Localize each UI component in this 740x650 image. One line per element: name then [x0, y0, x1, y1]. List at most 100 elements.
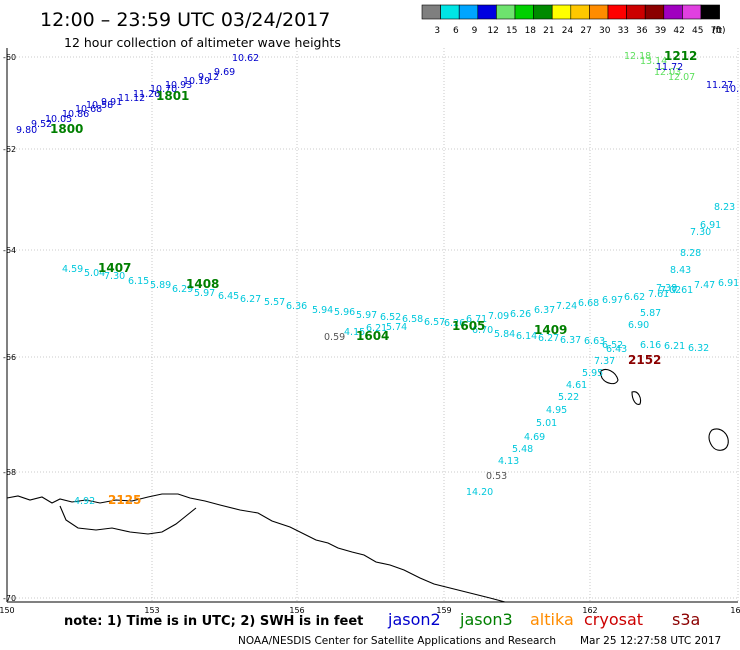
wave-height-value: 6.52 [380, 312, 401, 323]
wave-height-value: 5.94 [312, 305, 333, 316]
wave-height-value: 5.97 [194, 288, 215, 299]
lat-label: -60 [3, 53, 16, 62]
wave-height-value: 5.87 [640, 308, 661, 319]
scale-tick-label: 33 [618, 26, 629, 36]
track-jason2-1800: 9.809.5210.0510.8610.6810.589.9111.1211.… [16, 53, 259, 136]
lat-label: -70 [3, 594, 16, 603]
wave-height-value: 4.59 [62, 264, 83, 275]
scale-tick-label: 21 [543, 26, 554, 36]
wave-height-value: 10.70 [150, 84, 177, 95]
wave-height-value: 7.02 [660, 285, 681, 296]
scale-tick-label: 42 [673, 26, 684, 36]
scale-tick-label: 6 [453, 26, 459, 36]
pass-time-label: 1409 [534, 323, 567, 337]
scale-swatch [644, 4, 665, 20]
scale-swatch [477, 4, 497, 20]
wave-height-value: 6.29 [172, 284, 193, 295]
scale-swatch [458, 4, 479, 20]
scale-swatch [682, 4, 702, 20]
wave-height-value: 6.26 [510, 309, 531, 320]
wave-height-value: 11.72 [656, 62, 683, 73]
wave-height-value: 6.15 [128, 276, 149, 287]
pass-time-label: 1212 [664, 49, 697, 63]
wave-height-value: 6.90 [628, 320, 649, 331]
scale-swatch [440, 4, 460, 20]
lat-label: -64 [3, 246, 16, 255]
lon-label: 156 [289, 606, 304, 615]
wave-height-value: 10.93 [165, 80, 192, 91]
wave-height-value: 6.21 [664, 341, 685, 352]
map-title: 12:00 – 23:59 UTC 03/24/2017 [40, 9, 330, 31]
pass-time-label: 1801 [156, 89, 189, 103]
wave-height-value: 6.63 [584, 336, 605, 347]
wave-height-value: 10.86 [62, 109, 89, 120]
wave-height-value: 6.27 [240, 294, 261, 305]
wave-height-value: 6.71 [466, 314, 487, 325]
lat-label: -62 [3, 145, 16, 154]
scale-swatch [514, 4, 534, 20]
wave-height-value: 6.14 [516, 331, 537, 342]
legend-altika: altika [530, 610, 574, 629]
legend-s3a: s3a [672, 610, 700, 629]
wave-height-value: 6.43 [606, 344, 627, 355]
wave-height-value: 10.? [724, 84, 740, 95]
scale-swatch [589, 4, 609, 20]
wave-height-value: 12.18 [624, 51, 651, 62]
wave-height-value: 9.91 [101, 97, 122, 108]
track-jason3-1407: 4.59 5.047.30 6.15 5.89 6.29 5.97 6.45 6.27 5.57… [62, 261, 739, 337]
scale-swatch [551, 4, 572, 20]
coastline-segment [6, 493, 506, 603]
scale-tick-label: 27 [580, 26, 591, 36]
wave-height-value: 8.43 [670, 265, 691, 276]
wave-height-value: 7.37 [594, 356, 615, 367]
wave-height-value: 4.92 [74, 496, 95, 507]
wave-height-value: 10.62 [232, 53, 259, 64]
wave-height-value: 7.38 [656, 283, 677, 294]
wave-height-value: 9.80 [16, 125, 37, 136]
wave-height-value: 5.04 [84, 268, 105, 279]
wave-height-value: 4.95 [546, 405, 567, 416]
scale-tick-label: 30 [599, 26, 611, 36]
pass-time-label: 1407 [98, 261, 131, 275]
wave-height-value: 5.84 [494, 329, 515, 340]
wave-height-value: 5.89 [150, 280, 171, 291]
wave-height-value: 6.32 [688, 343, 709, 354]
wave-height-value: 5.01 [536, 418, 557, 429]
wave-height-value: 12.07 [668, 72, 695, 83]
wave-height-value: 6.27 [538, 333, 559, 344]
wave-height-value: 8.23 [714, 202, 735, 213]
lat-label: -66 [3, 353, 16, 362]
pass-time-label: 1408 [186, 277, 219, 291]
scale-swatch [421, 4, 441, 20]
scale-swatch [496, 4, 516, 20]
wave-height-value: 4.15 [344, 327, 365, 338]
scale-tick-label: 39 [655, 26, 667, 36]
scale-tick-label: 9 [472, 26, 478, 36]
scale-tick-label: 36 [636, 26, 648, 36]
wave-height-value: 5.57 [264, 297, 285, 308]
coastline-segment [599, 369, 619, 385]
pass-time-label: 2125 [108, 493, 141, 507]
scale-tick-label: 15 [506, 26, 517, 36]
scale-unit-label: (ft) [712, 26, 726, 36]
wave-height-value: 11.26 [133, 89, 160, 100]
coastline-segment [631, 391, 642, 405]
scale-tick-label: 70 [711, 26, 723, 36]
wave-height-value: 6.91 [718, 278, 739, 289]
scale-tick-label: 12 [487, 26, 498, 36]
wave-height-value: 10.68 [75, 104, 102, 115]
wave-height-value: 4.69 [524, 432, 545, 443]
wave-height-value: 5.96 [334, 307, 355, 318]
wave-height-value: 9.12 [198, 72, 219, 83]
pass-time-label: 1800 [50, 122, 83, 136]
lon-label: 159 [436, 606, 451, 615]
wave-height-value: 14.20 [466, 487, 493, 498]
scale-swatch [626, 4, 646, 20]
lon-label: 165 [730, 606, 740, 615]
lat-label: -68 [3, 468, 16, 477]
legend-jason3: jason3 [459, 610, 513, 629]
timestamp-text: Mar 25 12:27:58 UTC 2017 [580, 635, 721, 647]
credit-text: NOAA/NESDIS Center for Satellite Applica… [238, 635, 556, 647]
